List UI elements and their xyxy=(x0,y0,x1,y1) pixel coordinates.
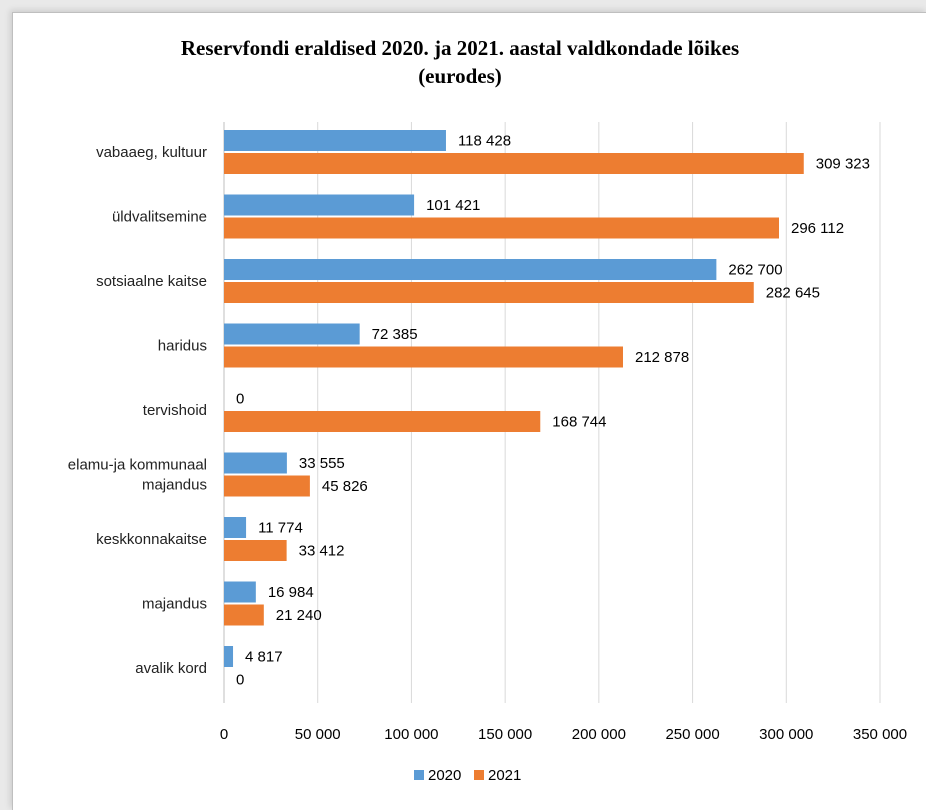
x-tick-label: 50 000 xyxy=(295,726,341,743)
data-label: 45 826 xyxy=(322,478,368,495)
data-label: 0 xyxy=(236,391,244,408)
bar-2020 xyxy=(224,452,287,474)
data-label: 72 385 xyxy=(372,326,418,343)
category-label: üldvalitsemine xyxy=(112,209,207,226)
data-label: 21 240 xyxy=(276,607,322,624)
category-label: avalik kord xyxy=(135,660,207,677)
data-label: 33 412 xyxy=(299,543,345,560)
chart-title: Reservfondi eraldised 2020. ja 2021. aas… xyxy=(0,34,920,90)
category-label: tervishoid xyxy=(143,402,207,419)
legend-label: 2020 xyxy=(428,767,461,784)
data-label: 168 744 xyxy=(552,414,606,431)
data-label: 296 112 xyxy=(791,220,844,237)
data-label: 33 555 xyxy=(299,455,345,472)
chart-title-line-2: (eurodes) xyxy=(418,64,502,88)
bar-2021 xyxy=(224,604,264,626)
bar-2021 xyxy=(224,282,754,303)
category-label: sotsiaalne kaitse xyxy=(96,273,207,290)
x-tick-label: 150 000 xyxy=(478,726,532,743)
legend-label: 2021 xyxy=(488,767,521,784)
category-label: keskkonnakaitse xyxy=(96,531,207,548)
legend-swatch-2020 xyxy=(414,770,424,780)
data-label: 11 774 xyxy=(258,520,303,537)
data-label: 212 878 xyxy=(635,349,689,366)
bar-2020 xyxy=(224,323,360,345)
category-label: vabaaeg, kultuur xyxy=(96,144,207,161)
data-label: 309 323 xyxy=(816,156,870,173)
chart-title-line-1: Reservfondi eraldised 2020. ja 2021. aas… xyxy=(180,36,740,60)
bar-2021 xyxy=(224,346,623,368)
bar-2021 xyxy=(224,217,779,239)
data-label: 4 817 xyxy=(245,649,283,666)
x-tick-label: 200 000 xyxy=(572,726,626,743)
bar-2020 xyxy=(224,581,256,603)
bar-2021 xyxy=(224,153,804,174)
data-label: 282 645 xyxy=(766,285,820,302)
data-label: 262 700 xyxy=(728,262,782,279)
x-tick-label: 250 000 xyxy=(665,726,719,743)
bar-2021 xyxy=(224,411,541,432)
bar-2020 xyxy=(224,517,247,538)
x-tick-label: 100 000 xyxy=(384,726,438,743)
bar-2020 xyxy=(224,194,415,216)
x-tick-label: 0 xyxy=(220,726,228,743)
bar-2020 xyxy=(224,130,446,151)
data-label: 16 984 xyxy=(268,584,314,601)
data-label: 118 428 xyxy=(458,133,511,150)
category-label: majandus xyxy=(142,596,207,613)
category-label: haridus xyxy=(158,338,207,355)
category-label: majandus xyxy=(142,477,207,494)
bar-2020 xyxy=(224,646,234,667)
legend-swatch-2021 xyxy=(474,770,484,780)
data-label: 0 xyxy=(236,672,244,689)
bar-2020 xyxy=(224,259,717,280)
bar-2021 xyxy=(224,540,287,561)
x-tick-label: 350 000 xyxy=(853,726,907,743)
bar-2021 xyxy=(224,475,310,497)
x-tick-label: 300 000 xyxy=(759,726,813,743)
category-label: elamu-ja kommunaal xyxy=(68,457,207,474)
data-label: 101 421 xyxy=(426,197,480,214)
